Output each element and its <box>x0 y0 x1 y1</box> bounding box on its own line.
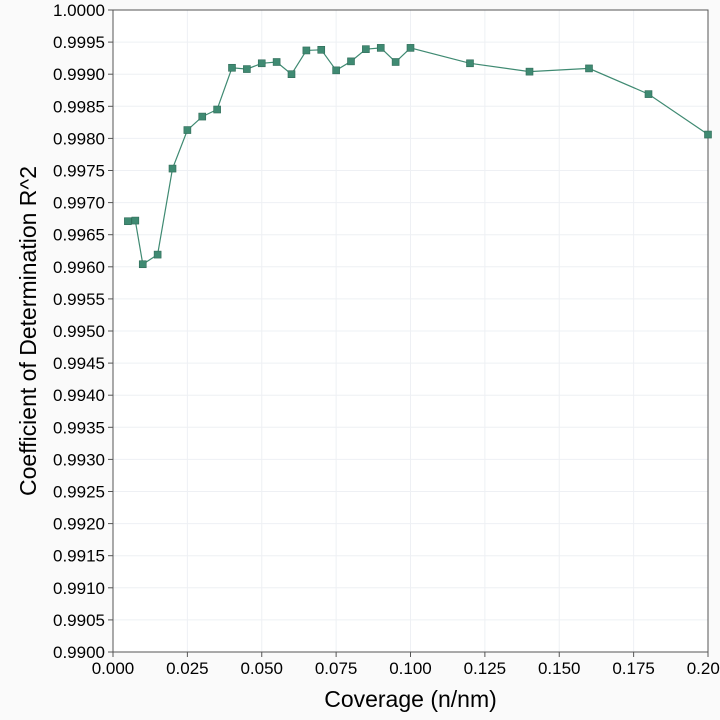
y-tick-label: 0.9985 <box>53 97 105 116</box>
y-axis: 0.9900 0.9905 0.9910 0.9915 0.9920 0.9925 0.99… <box>53 1 113 662</box>
data-point <box>213 105 221 114</box>
y-tick-label: 0.9970 <box>53 194 105 213</box>
data-point <box>332 66 340 75</box>
x-tick-label: 0.150 <box>538 659 581 678</box>
x-tick-label: 0.050 <box>240 659 283 678</box>
y-tick-label: 0.9945 <box>53 354 105 373</box>
y-tick-label: 0.9955 <box>53 290 105 309</box>
y-tick-label: 0.9940 <box>53 386 105 405</box>
data-point <box>347 57 355 66</box>
y-tick-label: 0.9995 <box>53 33 105 52</box>
series-group <box>124 44 712 269</box>
y-tick-label: 1.0000 <box>53 1 105 20</box>
y-tick-label: 0.9930 <box>53 450 105 469</box>
y-tick-label: 0.9965 <box>53 226 105 245</box>
x-tick-label: 0.200 <box>687 659 720 678</box>
y-tick-label: 0.9925 <box>53 483 105 502</box>
y-tick-label: 0.9900 <box>53 643 105 662</box>
x-tick-label: 0.000 <box>92 659 135 678</box>
y-axis-title: Coefficient of Determination R^2 <box>15 166 41 496</box>
data-point <box>272 58 281 66</box>
data-point <box>124 217 132 226</box>
x-axis-title: Coverage (n/nm) <box>324 686 497 712</box>
data-point <box>376 44 385 52</box>
grid <box>112 9 709 653</box>
y-tick-label: 0.9920 <box>53 515 105 534</box>
data-point <box>317 46 326 54</box>
data-point <box>704 130 712 139</box>
y-tick-label: 0.9950 <box>53 322 105 341</box>
data-point <box>585 64 593 73</box>
x-tick-label: 0.025 <box>166 659 209 678</box>
data-point <box>183 126 192 134</box>
y-tick-label: 0.9960 <box>53 258 105 277</box>
data-point <box>228 63 236 72</box>
x-tick-label: 0.125 <box>464 659 507 678</box>
y-tick-label: 0.9905 <box>53 611 105 630</box>
data-point <box>257 59 266 68</box>
data-point <box>131 216 140 225</box>
data-point <box>198 112 207 121</box>
series-line <box>127 47 709 266</box>
y-tick-label: 0.9935 <box>53 418 105 437</box>
y-tick-label: 0.9975 <box>53 162 105 181</box>
x-axis: 0.000 0.025 0.050 0.075 0.100 0.125 0.150 0.175… <box>92 652 720 678</box>
data-point <box>153 250 162 259</box>
data-point <box>391 58 400 66</box>
data-point <box>406 44 415 52</box>
data-point <box>525 67 534 76</box>
x-tick-label: 0.075 <box>315 659 358 678</box>
data-point <box>287 70 296 78</box>
data-point <box>168 164 177 173</box>
y-tick-label: 0.9915 <box>53 547 105 566</box>
data-point <box>644 90 653 98</box>
data-point <box>243 65 251 73</box>
data-point <box>138 260 147 269</box>
data-point <box>302 46 311 55</box>
y-tick-label: 0.9910 <box>53 579 105 598</box>
data-point <box>466 59 474 68</box>
x-tick-label: 0.175 <box>612 659 655 678</box>
data-point <box>362 45 370 53</box>
y-tick-label: 0.9990 <box>53 65 105 84</box>
x-tick-label: 0.100 <box>389 659 432 678</box>
y-tick-label: 0.9980 <box>53 129 105 148</box>
